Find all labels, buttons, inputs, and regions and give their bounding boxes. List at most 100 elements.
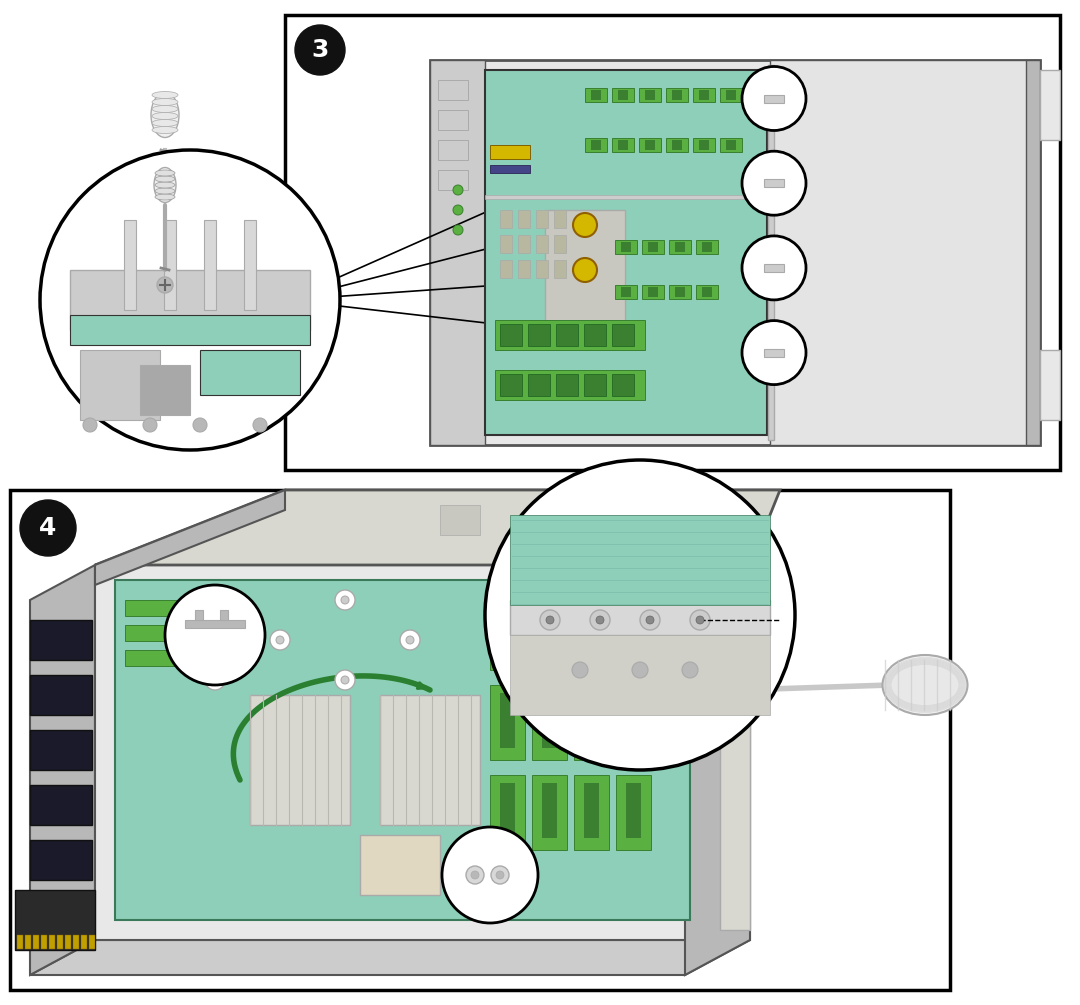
Bar	[770, 60, 1038, 445]
Circle shape	[205, 670, 225, 690]
Bar	[30, 840, 92, 880]
Bar	[195, 610, 203, 620]
Bar	[430, 60, 485, 445]
Circle shape	[205, 590, 225, 610]
Bar	[125, 600, 245, 616]
Bar	[642, 240, 664, 254]
Bar	[639, 138, 661, 152]
Circle shape	[276, 636, 284, 644]
Bar	[536, 210, 548, 228]
Circle shape	[211, 676, 219, 684]
Bar	[554, 235, 566, 253]
Bar	[666, 138, 688, 152]
Bar	[81, 935, 87, 949]
Bar	[495, 370, 645, 400]
Circle shape	[496, 871, 504, 879]
Bar	[556, 374, 578, 396]
Bar	[693, 88, 715, 102]
Bar	[125, 650, 245, 666]
Bar	[702, 242, 712, 252]
Bar	[764, 349, 784, 357]
Bar	[360, 835, 440, 895]
Polygon shape	[95, 490, 780, 565]
Bar	[764, 179, 784, 187]
Bar	[30, 675, 92, 715]
Bar	[380, 695, 480, 825]
Circle shape	[742, 321, 806, 385]
Circle shape	[471, 871, 480, 879]
Circle shape	[742, 66, 806, 131]
Bar	[70, 315, 310, 345]
Bar	[615, 240, 637, 254]
Circle shape	[742, 151, 806, 215]
Bar	[642, 285, 664, 299]
Circle shape	[546, 616, 554, 624]
Bar	[244, 220, 256, 310]
Bar	[616, 775, 651, 850]
Bar	[612, 138, 634, 152]
Circle shape	[485, 460, 795, 770]
Bar	[672, 90, 681, 101]
Bar	[764, 94, 784, 103]
Bar	[1040, 350, 1059, 420]
Circle shape	[632, 662, 648, 678]
Bar	[25, 935, 31, 949]
Bar	[585, 88, 607, 102]
Bar	[249, 695, 350, 825]
Bar	[618, 90, 627, 101]
Bar	[528, 324, 550, 346]
Circle shape	[572, 662, 588, 678]
Bar	[30, 730, 92, 770]
Bar	[30, 785, 92, 825]
Text: 3: 3	[311, 38, 328, 62]
Bar	[41, 935, 48, 949]
Bar	[510, 515, 770, 605]
Circle shape	[211, 596, 219, 604]
Bar	[438, 170, 468, 190]
Circle shape	[21, 500, 76, 556]
Ellipse shape	[152, 113, 178, 120]
Bar	[591, 90, 600, 101]
Circle shape	[465, 866, 484, 884]
Bar	[693, 138, 715, 152]
Bar	[70, 270, 310, 330]
Bar	[495, 320, 645, 350]
Circle shape	[742, 236, 806, 299]
Ellipse shape	[890, 663, 960, 707]
Bar	[542, 693, 557, 748]
Bar	[500, 235, 512, 253]
Bar	[648, 287, 658, 297]
Bar	[542, 783, 557, 838]
Bar	[500, 374, 522, 396]
Circle shape	[341, 596, 349, 604]
Ellipse shape	[152, 106, 178, 113]
Bar	[639, 88, 661, 102]
Bar	[510, 600, 770, 635]
Bar	[584, 374, 606, 396]
Bar	[616, 595, 651, 670]
Ellipse shape	[151, 92, 179, 138]
Bar	[545, 210, 625, 330]
Bar	[438, 140, 468, 160]
Circle shape	[335, 670, 355, 690]
Ellipse shape	[156, 170, 175, 176]
Circle shape	[400, 630, 420, 650]
Bar	[536, 260, 548, 278]
Bar	[666, 88, 688, 102]
Bar	[612, 324, 634, 346]
Bar	[518, 210, 530, 228]
Circle shape	[640, 610, 660, 630]
Ellipse shape	[889, 662, 961, 708]
Bar	[720, 88, 742, 102]
Bar	[440, 505, 480, 535]
Circle shape	[40, 150, 340, 450]
Circle shape	[341, 676, 349, 684]
Bar	[500, 603, 515, 658]
Bar	[490, 595, 525, 670]
Bar	[696, 240, 718, 254]
Bar	[500, 260, 512, 278]
Bar	[73, 935, 79, 949]
Ellipse shape	[886, 659, 964, 711]
Bar	[626, 603, 642, 658]
Bar	[200, 350, 300, 395]
